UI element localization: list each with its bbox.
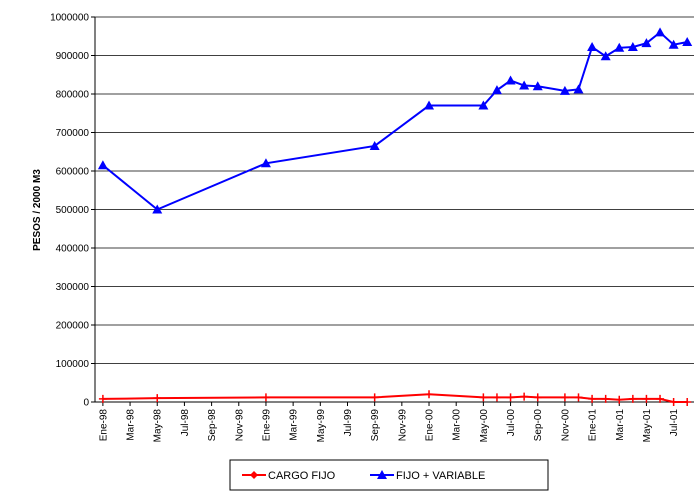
x-tick-label: Mar-99 (289, 409, 300, 441)
x-tick-label: Ene-01 (588, 409, 599, 442)
marker (98, 394, 107, 403)
marker (424, 100, 435, 110)
x-tick-label: Sep-98 (207, 409, 218, 442)
marker (668, 39, 679, 49)
marker (506, 393, 515, 402)
x-tick-label: May-99 (316, 409, 327, 443)
marker (97, 160, 108, 170)
y-tick-label: 0 (83, 398, 89, 409)
marker (600, 51, 611, 61)
x-tick-label: Nov-00 (560, 409, 571, 442)
legend-label: CARGO FIJO (268, 470, 336, 482)
x-tick-label: Ene-99 (261, 409, 272, 442)
y-tick-label: 600000 (56, 167, 90, 178)
marker (614, 42, 625, 52)
y-tick-label: 1000000 (50, 13, 89, 24)
marker (520, 392, 529, 401)
x-tick-label: Ene-00 (425, 409, 436, 442)
marker (152, 204, 163, 214)
y-tick-label: 700000 (56, 128, 90, 139)
legend-marker (250, 471, 258, 479)
y-tick-label: 500000 (56, 205, 90, 216)
marker (505, 75, 516, 85)
y-tick-label: 400000 (56, 244, 90, 255)
legend-marker (377, 470, 387, 479)
x-tick-label: Nov-98 (234, 409, 245, 442)
x-tick-label: Sep-99 (370, 409, 381, 442)
marker (519, 80, 530, 90)
marker (478, 100, 489, 110)
x-tick-label: May-01 (642, 409, 653, 443)
marker (479, 393, 488, 402)
marker (153, 394, 162, 403)
marker (656, 394, 665, 403)
x-tick-label: Mar-00 (452, 409, 463, 441)
x-tick-label: Nov-99 (397, 409, 408, 442)
y-axis-label: PESOS / 2000 M3 (32, 169, 43, 251)
x-tick-label: May-00 (479, 409, 490, 443)
marker (601, 394, 610, 403)
y-tick-label: 200000 (56, 321, 90, 332)
marker (587, 42, 598, 52)
y-tick-label: 900000 (56, 51, 90, 62)
x-tick-label: Mar-98 (126, 409, 137, 441)
x-tick-label: May-98 (153, 409, 164, 443)
marker (261, 393, 270, 402)
marker (655, 27, 666, 37)
marker (560, 393, 569, 402)
marker (260, 158, 271, 168)
x-tick-label: Mar-01 (615, 409, 626, 441)
marker (641, 38, 652, 48)
x-tick-label: Sep-00 (533, 409, 544, 442)
marker (683, 398, 692, 406)
x-tick-label: Jul-00 (506, 409, 517, 437)
marker (682, 37, 693, 47)
y-tick-label: 100000 (56, 359, 90, 370)
marker (588, 394, 597, 403)
y-tick-label: 800000 (56, 90, 90, 101)
marker (669, 398, 678, 406)
marker (370, 393, 379, 402)
line (102, 31, 688, 211)
marker (628, 394, 637, 403)
x-tick-label: Jul-98 (180, 409, 191, 437)
x-tick-label: Jul-99 (343, 409, 354, 437)
marker (574, 393, 583, 402)
marker (492, 393, 501, 402)
marker (642, 394, 651, 403)
marker (425, 390, 434, 399)
marker (533, 393, 542, 402)
y-tick-label: 300000 (56, 282, 90, 293)
marker (627, 42, 638, 52)
x-tick-label: Ene-98 (98, 409, 109, 442)
marker (532, 81, 543, 91)
marker (573, 84, 584, 94)
marker (615, 395, 624, 404)
legend-label: FIJO + VARIABLE (396, 470, 485, 482)
line (102, 393, 688, 403)
marker (491, 85, 502, 95)
marker (559, 85, 570, 95)
x-tick-label: Jul-01 (669, 409, 680, 437)
marker (369, 140, 380, 150)
